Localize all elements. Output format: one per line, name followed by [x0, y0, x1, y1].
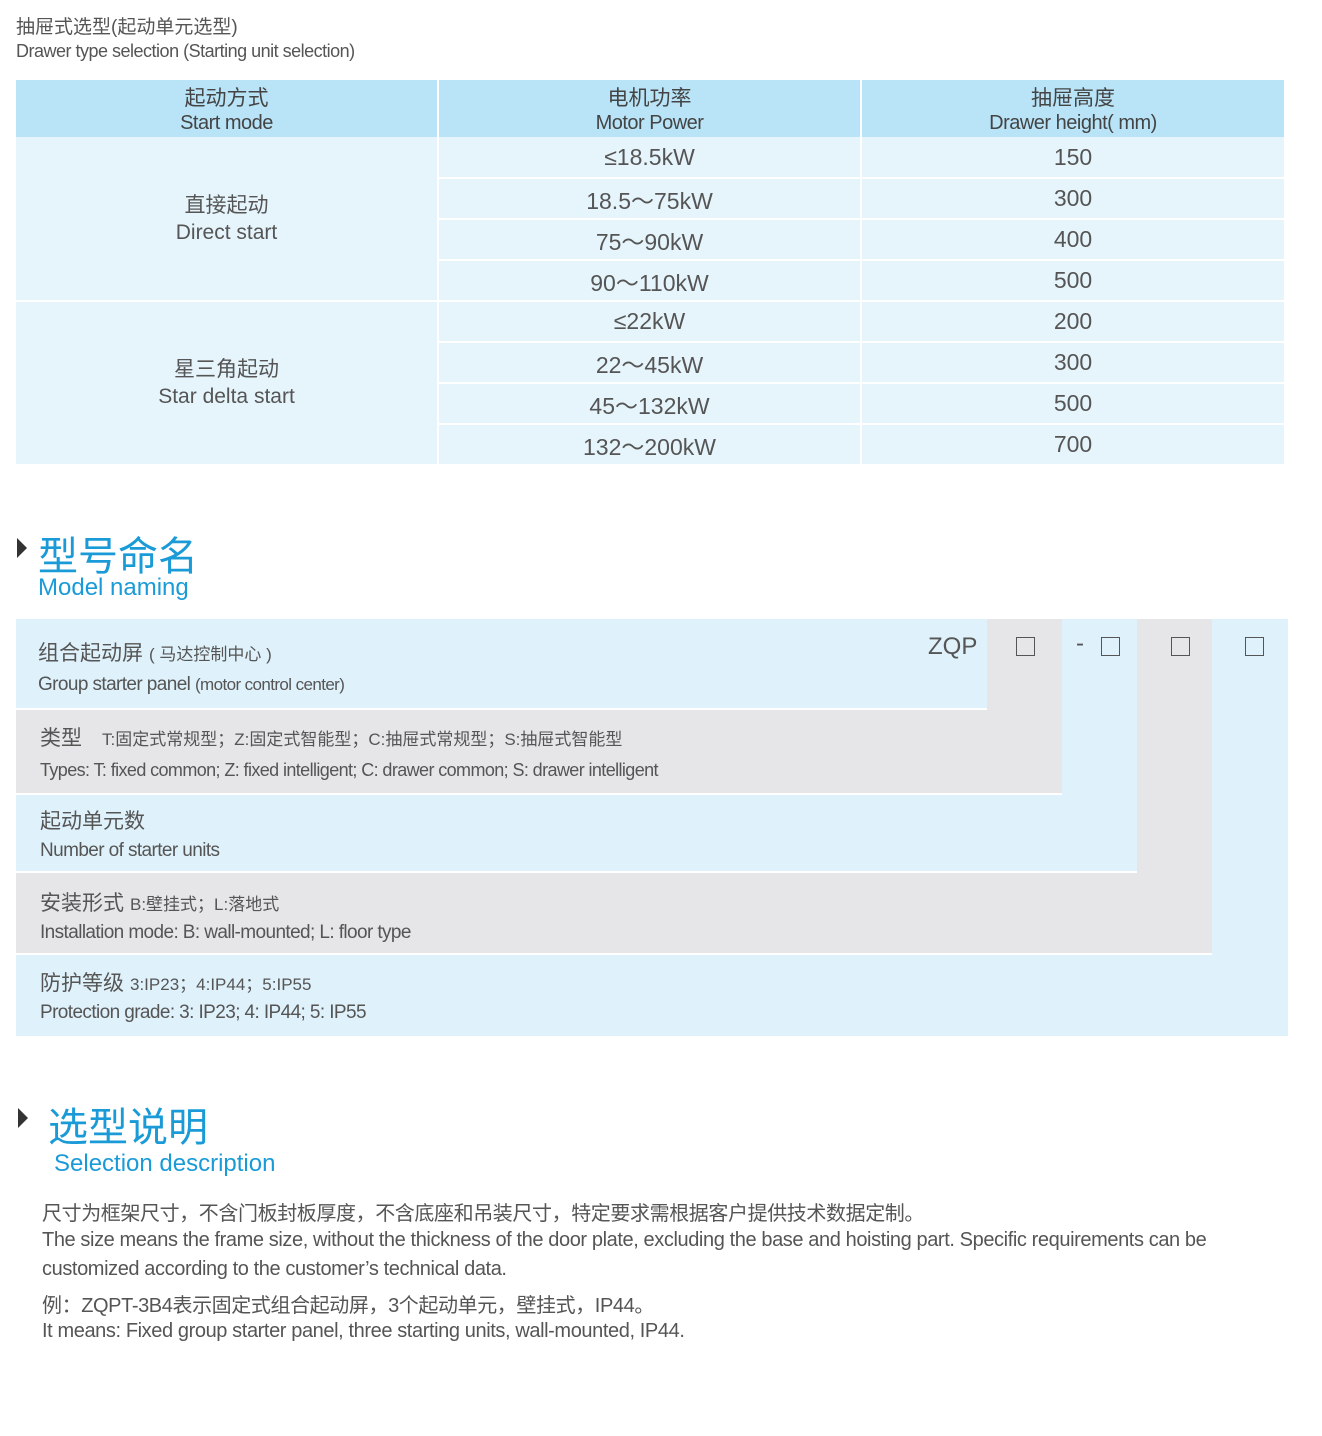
drawer-height-cell: 500 [861, 260, 1284, 302]
triangle-icon [17, 538, 27, 558]
start-mode-cell: 星三角起动 Star delta start [16, 301, 439, 466]
start-mode-cell: 直接起动 Direct start [16, 137, 439, 302]
desc-line-2: The size means the frame size, without t… [42, 1229, 1207, 1251]
header-drawer-height: 抽屉高度 Drawer height( mm) [861, 80, 1284, 137]
section-title-en: Drawer type selection (Starting unit sel… [16, 41, 355, 61]
selection-title-en: Selection description [54, 1150, 276, 1177]
drawer-height-cell: 500 [861, 383, 1284, 425]
table-row: 132～200kW 700 [16, 424, 1284, 466]
model-prefix: ZQP [928, 633, 978, 660]
motor-power-cell: 22～45kW [438, 342, 862, 384]
header-start-mode: 起动方式 Start mode [16, 80, 439, 137]
desc-line-1: 尺寸为框架尺寸，不含门板封板厚度，不含底座和吊装尺寸，特定要求需根据客户提供技术… [42, 1203, 924, 1225]
naming-title-cn: 型号命名 [38, 535, 198, 579]
drawer-height-cell: 700 [861, 424, 1284, 466]
triangle-icon [18, 1108, 28, 1128]
motor-power-cell: 90～110kW [438, 260, 862, 302]
desc-line-3: customized according to the customer’s t… [42, 1258, 507, 1280]
drawer-height-cell: 400 [861, 219, 1284, 261]
model-dash: - [1076, 630, 1084, 657]
table-row: 直接起动 Direct start ≤18.5kW 150 [16, 137, 1284, 302]
selection-title-cn: 选型说明 [48, 1106, 208, 1150]
drawer-height-cell: 300 [861, 178, 1284, 220]
type-code-box [1016, 637, 1035, 656]
table-row: 星三角起动 Star delta start ≤22kW 200 [16, 301, 1284, 466]
protection-code-box [1245, 637, 1264, 656]
motor-power-cell: 45～132kW [438, 383, 862, 425]
desc-line-5: It means: Fixed group starter panel, thr… [42, 1320, 685, 1342]
motor-power-cell: ≤18.5kW [438, 137, 862, 179]
naming-row-install: 安装形式 B:壁挂式；L:落地式 Installation mode: B: wa… [40, 892, 411, 943]
motor-power-cell: 75～90kW [438, 219, 862, 261]
naming-row-type: 类型 T:固定式常规型；Z:固定式智能型；C:抽屉式常规型；S:抽屉式智能型 Ty… [40, 727, 659, 780]
table-row: 90～110kW 500 [16, 260, 1284, 302]
motor-power-cell: 132～200kW [438, 424, 862, 466]
table-row: 75～90kW 400 [16, 219, 1284, 261]
drawer-height-cell: 200 [861, 301, 1284, 343]
motor-power-cell: ≤22kW [438, 301, 862, 343]
naming-row-units: 起动单元数 Number of starter units [40, 810, 220, 861]
drawer-height-cell: 150 [861, 137, 1284, 179]
drawer-height-cell: 300 [861, 342, 1284, 384]
section-title-cn: 抽屉式选型(起动单元选型) [16, 17, 238, 38]
motor-power-cell: 18.5～75kW [438, 178, 862, 220]
header-motor-power: 电机功率 Motor Power [438, 80, 862, 137]
naming-row-panel: 组合起动屏( 马达控制中心 ) Group starter panel (mot… [38, 642, 345, 695]
table-row: 45～132kW 500 [16, 383, 1284, 425]
desc-line-4: 例：ZQPT-3B4表示固定式组合起动屏，3个起动单元，壁挂式，IP44。 [42, 1295, 654, 1317]
naming-row-protection: 防护等级 3:IP23；4:IP44；5:IP55 Protection grad… [40, 972, 367, 1023]
drawer-selection-table: 起动方式 Start mode 电机功率 Motor Power 抽屉高度 Drawe… [16, 80, 1284, 466]
units-code-box [1101, 637, 1120, 656]
table-row: 18.5～75kW 300 [16, 178, 1284, 220]
install-code-box [1171, 637, 1190, 656]
naming-title-en: Model naming [38, 574, 189, 601]
table-row: 22～45kW 300 [16, 342, 1284, 384]
